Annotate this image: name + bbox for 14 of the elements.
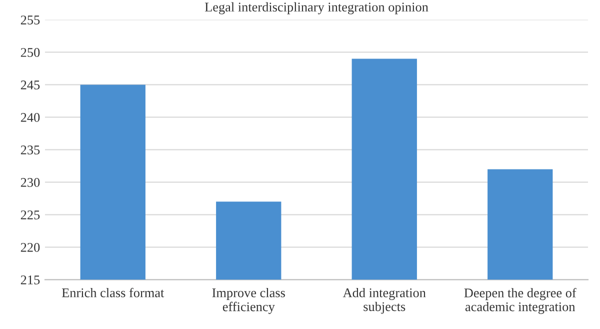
- y-tick-label: 250: [20, 48, 40, 57]
- y-tick-label: 255: [20, 16, 40, 24]
- y-tick-label: 240: [20, 113, 40, 122]
- y-tick-label: 245: [20, 80, 40, 90]
- x-tick-label: Improve class efficiency: [212, 288, 285, 314]
- chart-title: Legal interdisciplinary integration opinion: [204, 2, 428, 14]
- y-tick-label: 225: [20, 210, 40, 220]
- x-tick-label: Deepen the degree of academic integration: [464, 288, 576, 314]
- y-tick-label: 215: [20, 275, 40, 284]
- y-tick-label: 220: [20, 242, 40, 252]
- y-tick-label: 230: [20, 178, 40, 187]
- x-tick-label: Enrich class format: [62, 288, 164, 298]
- y-tick-label: 235: [20, 146, 40, 154]
- x-tick-label: Add integration subjects: [342, 288, 426, 314]
